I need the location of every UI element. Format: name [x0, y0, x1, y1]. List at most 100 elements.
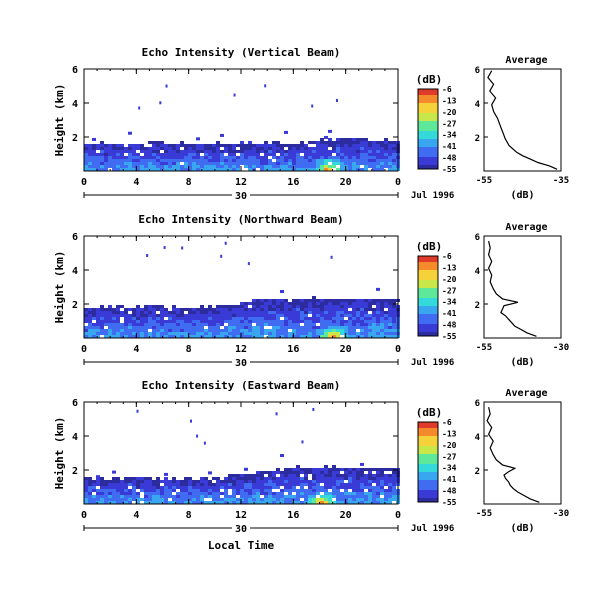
echo-cell — [376, 162, 380, 165]
echo-cell — [176, 329, 180, 332]
profile-frame — [483, 401, 562, 505]
echo-cell — [104, 483, 108, 486]
echo-cell — [204, 489, 208, 492]
echo-cell — [204, 320, 208, 323]
echo-cell — [384, 162, 388, 165]
echo-cell — [144, 329, 148, 332]
echo-cell — [248, 323, 252, 326]
echo-cell — [264, 498, 268, 501]
echo-cell — [324, 486, 328, 489]
echo-cell — [268, 168, 272, 171]
echo-cell — [348, 305, 352, 308]
echo-cell — [352, 323, 356, 326]
echo-cell — [204, 314, 208, 317]
echo-cell — [328, 168, 332, 171]
echo-cell — [144, 305, 148, 308]
colorbar-segment — [418, 258, 438, 261]
echo-cell — [188, 162, 192, 165]
echo-cell — [348, 138, 352, 141]
echo-cell — [164, 480, 168, 483]
echo-cell — [184, 335, 188, 338]
echo-cell — [364, 486, 368, 489]
echo-cell — [228, 480, 232, 483]
colorbar-segment — [418, 268, 438, 271]
echo-cell — [368, 320, 372, 323]
colorbar-segment — [418, 95, 438, 98]
colorbar-segment — [418, 468, 438, 471]
echo-cell — [92, 168, 96, 171]
echo-cell — [188, 144, 192, 147]
echo-cell — [352, 302, 356, 305]
echo-cell — [136, 144, 140, 147]
x-tick-label: 12 — [235, 177, 247, 188]
echo-cell — [160, 320, 164, 323]
echo-cell — [144, 162, 148, 165]
echo-cell — [176, 495, 180, 498]
echo-cell — [124, 147, 128, 150]
echo-cell — [248, 302, 252, 305]
colorbar-segment — [418, 119, 438, 122]
echo-cell — [184, 153, 188, 156]
echo-cell — [232, 498, 236, 501]
echo-cell — [296, 492, 300, 495]
echo-cell — [140, 165, 144, 168]
echo-cell — [236, 480, 240, 483]
echo-cell — [216, 311, 220, 314]
echo-cell — [284, 471, 288, 474]
echo-cell — [144, 320, 148, 323]
echo-cell — [368, 153, 372, 156]
echo-cell — [384, 141, 388, 144]
colorbar-segment — [418, 135, 438, 138]
echo-cell — [92, 144, 96, 147]
echo-cell — [128, 165, 132, 168]
echo-cell — [212, 335, 216, 338]
echo-cell — [300, 168, 304, 171]
echo-cell — [176, 159, 180, 162]
echo-cell — [152, 495, 156, 498]
echo-cell — [316, 320, 320, 323]
echo-cell — [220, 498, 224, 501]
echo-cell — [264, 165, 268, 168]
colorbar-label: -34 — [442, 131, 457, 140]
colorbar-segment — [418, 157, 438, 160]
echo-cell — [224, 311, 228, 314]
echo-cell — [104, 317, 108, 320]
echo-cell — [160, 492, 164, 495]
echo-cell — [92, 156, 96, 159]
echo-cell — [344, 150, 348, 153]
echo-cell — [240, 326, 244, 329]
echo-cell — [196, 486, 200, 489]
echo-cell — [164, 326, 168, 329]
echo-cell — [172, 489, 176, 492]
echo-speck — [247, 262, 250, 266]
echo-cell — [168, 168, 172, 171]
echo-cell — [336, 498, 340, 501]
echo-cell — [348, 329, 352, 332]
echo-cell — [240, 141, 244, 144]
echo-cell — [300, 159, 304, 162]
echo-cell — [348, 332, 352, 335]
echo-cell — [284, 320, 288, 323]
echo-cell — [240, 311, 244, 314]
echo-cell — [112, 308, 116, 311]
echo-cell — [260, 471, 264, 474]
echo-cell — [184, 501, 188, 504]
echo-cell — [208, 492, 212, 495]
echo-cell — [348, 486, 352, 489]
echo-cell — [276, 501, 280, 504]
colorbar-segment — [418, 484, 438, 487]
echo-cell — [372, 492, 376, 495]
echo-cell — [192, 168, 196, 171]
echo-speck — [330, 255, 333, 259]
echo-cell — [224, 498, 228, 501]
echo-cell — [172, 332, 176, 335]
echo-cell — [104, 495, 108, 498]
echo-cell — [140, 332, 144, 335]
echo-cell — [332, 474, 336, 477]
echo-cell — [300, 489, 304, 492]
echo-cell — [128, 320, 132, 323]
echo-cell — [300, 477, 304, 480]
colorbar-segment — [418, 111, 438, 114]
echo-cell — [88, 498, 92, 501]
echo-cell — [96, 320, 100, 323]
